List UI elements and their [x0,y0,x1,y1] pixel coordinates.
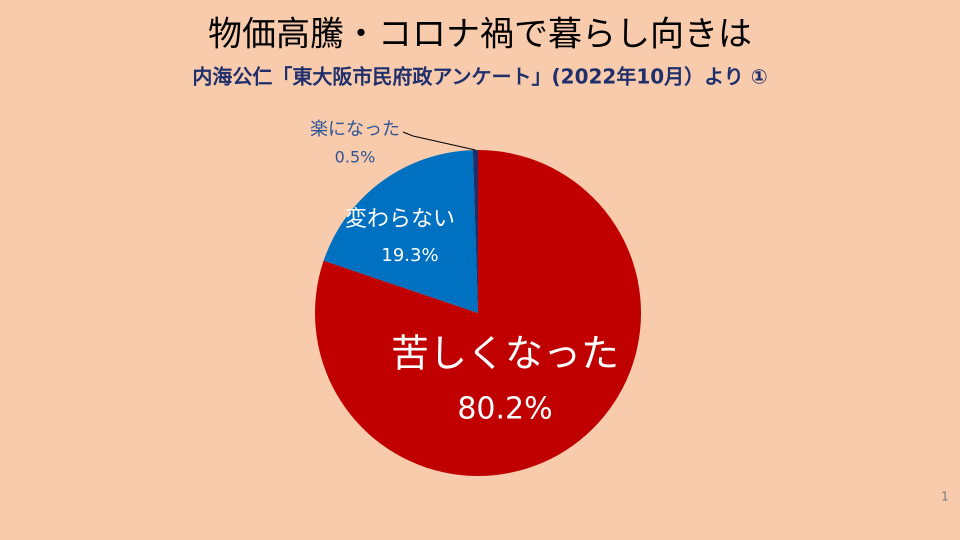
slice-label: 苦しくなった [391,332,619,376]
value-label: 19.3% [381,245,438,266]
value-label: 80.2% [457,392,552,427]
pie-slice [472,150,478,313]
pie-slice [323,150,478,313]
leader-line [402,131,476,151]
slide-number: 1 [941,490,949,504]
value-label: 0.5% [335,148,376,167]
slice-label: 楽になった [310,119,400,140]
chart-subtitle: 内海公仁「東大阪市民府政アンケート」(2022年10月）より ① [192,65,767,89]
chart-title: 物価高騰・コロナ禍で暮らし向きは [208,15,752,55]
slice-label: 変わらない [345,207,455,232]
